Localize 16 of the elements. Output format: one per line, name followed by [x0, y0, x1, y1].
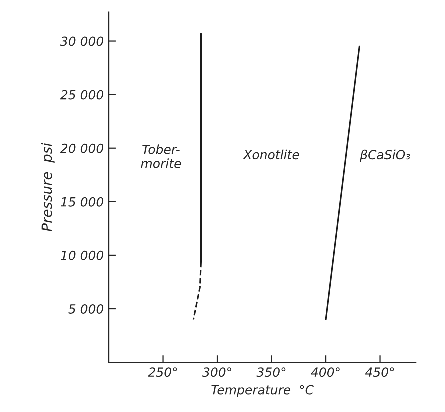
annotation: Tober- morite [141, 144, 182, 168]
annotation: Xonotlite [243, 150, 300, 160]
annotation: βCaSiO₃ [360, 150, 410, 162]
y-tick-label: 20 000 [60, 144, 104, 154]
y-tick-label: 10 000 [61, 250, 104, 260]
x-tick-label: 300° [202, 368, 232, 378]
x-axis-title: Temperature °C [212, 385, 314, 398]
x-tick-label: 400° [311, 368, 340, 378]
y-tick-label: 15 000 [61, 197, 104, 207]
y-axis-title: Pressure psi [41, 143, 55, 232]
y-tick-label: 30 000 [60, 36, 104, 46]
x-tick-label: 250° [148, 368, 178, 378]
x-tick-label: 450° [365, 368, 394, 378]
y-tick-label: 5 000 [68, 304, 104, 314]
x-tick-label: 350° [256, 368, 286, 378]
y-tick-label: 25 000 [60, 90, 104, 100]
